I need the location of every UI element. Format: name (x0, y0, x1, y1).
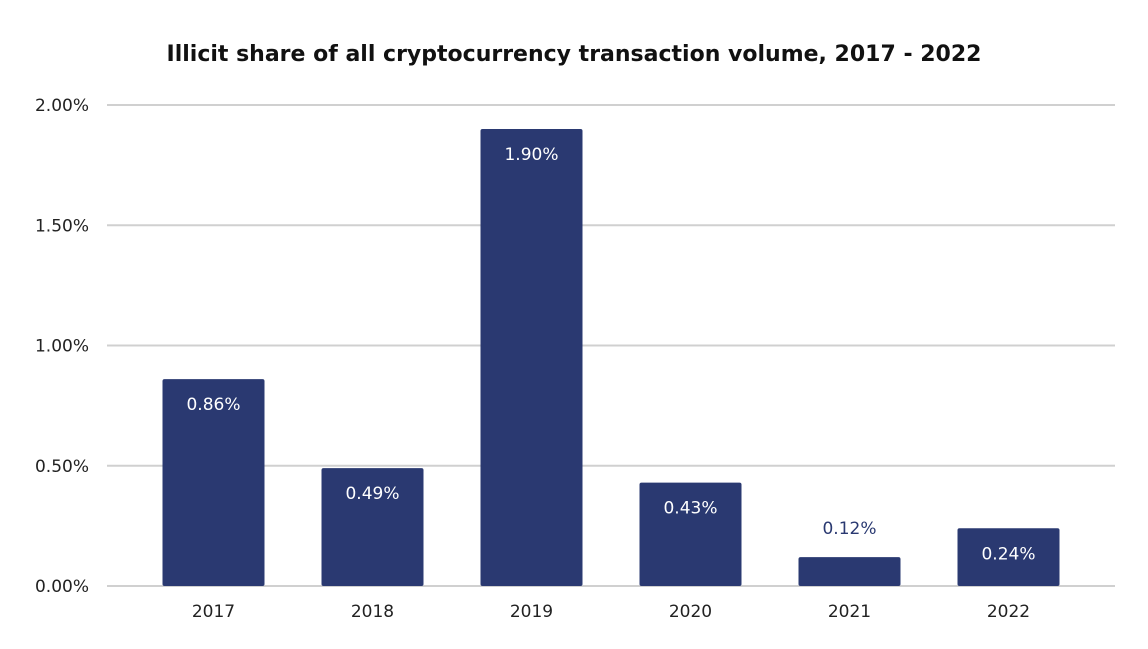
bar-2019 (480, 129, 583, 587)
chart-title: Illicit share of all cryptocurrency tran… (166, 42, 982, 67)
y-tick-label: 1.00% (35, 337, 89, 357)
data-label: 0.43% (663, 499, 717, 519)
y-tick-label: 0.00% (35, 577, 89, 597)
y-tick-label: 2.00% (35, 96, 89, 116)
y-axis-ticks: 0.00% 0.50% 1.00% 1.50% 2.00% (35, 96, 89, 597)
x-tick-label: 2017 (192, 602, 235, 622)
bar-2021 (798, 557, 901, 586)
data-label: 0.86% (186, 395, 240, 415)
data-label: 0.12% (822, 519, 876, 539)
bars: 0.86% 0.49% 1.90% 0.43% 0.12% 0.24% (162, 129, 1060, 587)
x-tick-label: 2018 (351, 602, 394, 622)
data-label: 0.24% (981, 544, 1035, 564)
data-label: 1.90% (504, 145, 558, 165)
y-tick-label: 1.50% (35, 216, 89, 236)
bar-2018 (321, 468, 424, 586)
x-tick-label: 2022 (987, 602, 1030, 622)
y-tick-label: 0.50% (35, 457, 89, 477)
gridlines (107, 104, 1115, 587)
x-tick-label: 2021 (828, 602, 871, 622)
bar-2022 (957, 528, 1060, 586)
bar-2020 (639, 482, 742, 586)
data-label: 0.49% (345, 484, 399, 504)
bar-2017 (162, 379, 265, 586)
x-axis-ticks: 2017 2018 2019 2020 2021 2022 (192, 602, 1030, 622)
x-tick-label: 2019 (510, 602, 553, 622)
x-tick-label: 2020 (669, 602, 712, 622)
